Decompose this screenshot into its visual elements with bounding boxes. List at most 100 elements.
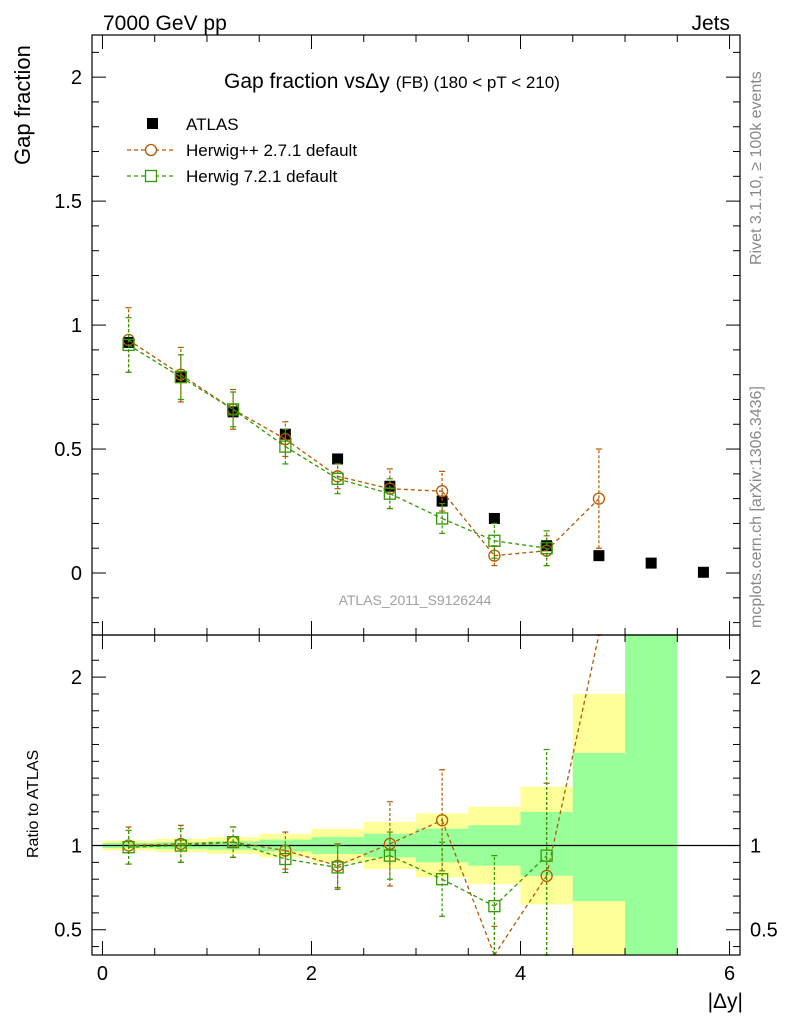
atlas-point <box>488 512 500 524</box>
atlas-point <box>645 557 657 569</box>
herwigpp-ratio-line-segment <box>128 843 181 847</box>
rivet-version-label: Rivet 3.1.10, ≥ 100k events <box>748 71 765 265</box>
main-ytick-label-0: 0 <box>71 563 82 585</box>
main-ytick-label-2: 1 <box>71 315 82 337</box>
legend: ATLAS Herwig++ 2.7.1 default Herwig 7.2.… <box>127 115 357 186</box>
herwig7-ratio-line-segment <box>493 855 548 907</box>
ratio-ytick-label-right-0: 0.5 <box>750 920 778 942</box>
herwig7-ratio-point <box>279 852 292 866</box>
ratio-axes: 0 2 4 6 0.5 0.5 1 1 2 2 <box>54 635 778 985</box>
herwig7-ratio-line-segment <box>389 855 443 880</box>
xtick-label-3: 6 <box>724 963 735 985</box>
legend-herwigpp-label: Herwig++ 2.7.1 default <box>186 141 357 160</box>
herwig7-main-line-segment <box>389 493 443 520</box>
main-ytick-label-3: 1.5 <box>54 191 82 213</box>
herwig7-main-line-segment <box>180 376 234 410</box>
herwigpp-main-line-segment <box>128 339 182 376</box>
legend-atlas-marker <box>147 118 158 129</box>
herwig7-main-line-segment <box>285 446 338 480</box>
herwigpp-ratio-line-segment <box>389 819 443 845</box>
main-plot-marks <box>122 307 709 578</box>
herwig7-main-point <box>174 370 187 384</box>
herwigpp-ratio-line-segment <box>493 875 548 956</box>
herwig7-main-line-segment <box>441 517 495 542</box>
ratio-plot-frame <box>91 634 741 956</box>
xaxis-label: |Δy| <box>708 990 743 1013</box>
main-axes: 0 0.5 1 1.5 2 <box>54 35 740 635</box>
herwigpp-main-point <box>435 485 449 498</box>
herwig7-ratio-point <box>331 861 344 874</box>
legend-herwig7-marker <box>144 169 158 183</box>
energy-label: 7000 GeV pp <box>103 12 227 35</box>
herwig7-main-line-segment <box>232 408 286 448</box>
herwig7-main-line-segment <box>494 540 547 549</box>
atlas-point <box>593 550 605 562</box>
ratio-band-green-9 <box>572 752 626 902</box>
herwigpp-ratio-line-segment <box>441 820 495 956</box>
ratio-ytick-label-left-1: 1 <box>71 836 82 858</box>
ratio-uncertainty-bands <box>102 635 678 955</box>
legend-herwigpp-marker <box>144 143 158 157</box>
ratio-plot-marks <box>122 634 602 956</box>
herwig7-main-point <box>279 440 292 453</box>
herwig7-ratio-point <box>488 900 501 913</box>
herwigpp-main-line-segment <box>337 475 391 490</box>
herwigpp-ratio-line-segment <box>285 849 338 867</box>
mcplots-label: mcplots.cern.ch [arXiv:1306.3436] <box>748 386 765 628</box>
herwig7-ratio-point <box>226 836 240 849</box>
ratio-ytick-label-left-2: 2 <box>71 667 82 689</box>
atlas-point <box>123 336 135 348</box>
herwig7-ratio-line-segment <box>128 844 181 848</box>
ratio-ytick-label-left-0: 0.5 <box>54 920 82 942</box>
herwig7-ratio-point <box>122 841 135 854</box>
herwig7-ratio-line-segment <box>337 854 391 869</box>
ratio-ylabel: Ratio to ATLAS <box>25 750 42 858</box>
analysis-watermark: ATLAS_2011_S9126244 <box>339 592 492 608</box>
herwigpp-ratio-line-segment <box>337 843 391 867</box>
herwig7-ratio-point <box>383 849 397 862</box>
herwigpp-ratio-point <box>540 869 553 882</box>
process-label: Jets <box>691 12 730 35</box>
herwigpp-main-point <box>592 492 606 505</box>
herwigpp-main-line-segment <box>441 490 495 557</box>
herwig7-main-line-segment <box>337 478 391 495</box>
atlas-point <box>436 495 448 507</box>
herwig7-main-point <box>331 472 344 485</box>
herwig7-ratio-line-segment <box>232 841 286 860</box>
plot-frames <box>91 34 741 956</box>
herwig7-main-point <box>383 487 397 500</box>
herwig7-main-point <box>488 534 501 547</box>
herwigpp-main-line-segment <box>546 498 600 552</box>
herwigpp-main-line-segment <box>494 550 547 557</box>
herwigpp-main-line-segment <box>284 438 338 477</box>
ratio-band-green-10 <box>625 635 678 955</box>
herwig7-ratio-line-segment <box>180 841 234 847</box>
main-ylabel: Gap fraction <box>10 45 35 165</box>
herwig7-main-point <box>435 512 449 525</box>
main-plot-title: Gap fraction vsΔy (FB) (180 < pT < 210) <box>224 70 560 93</box>
xtick-label-1: 2 <box>306 963 317 985</box>
herwigpp-main-line-segment <box>389 488 443 492</box>
ratio-ytick-label-right-2: 2 <box>750 667 761 689</box>
herwig7-main-line-segment <box>128 344 182 378</box>
ratio-ytick-label-right-1: 1 <box>750 836 761 858</box>
herwig7-ratio-line-segment <box>441 878 495 907</box>
legend-herwig7-label: Herwig 7.2.1 default <box>186 167 337 186</box>
atlas-point <box>332 453 344 465</box>
herwigpp-ratio-line-segment <box>546 634 600 876</box>
xtick-label-0: 0 <box>97 963 108 985</box>
herwig7-ratio-line-segment <box>285 858 338 869</box>
herwigpp-ratio-line-segment <box>232 841 286 852</box>
herwig7-main-point <box>540 542 553 555</box>
legend-atlas-label: ATLAS <box>186 115 239 134</box>
herwig7-ratio-point <box>435 873 449 886</box>
xtick-label-2: 4 <box>515 963 526 985</box>
main-ytick-label-4: 2 <box>71 67 82 89</box>
herwigpp-ratio-point <box>435 814 449 827</box>
atlas-point <box>697 566 709 578</box>
herwig7-ratio-point <box>174 839 187 852</box>
herwig7-main-point <box>122 338 135 352</box>
main-ytick-label-1: 0.5 <box>54 439 82 461</box>
herwigpp-main-line-segment <box>232 408 286 440</box>
